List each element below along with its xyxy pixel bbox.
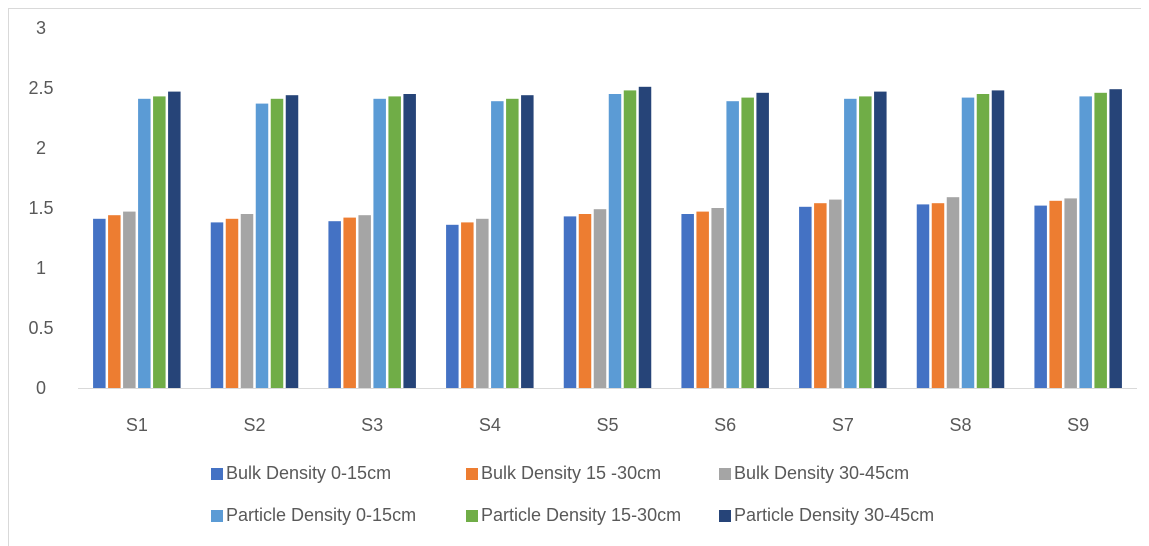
legend-swatch (466, 468, 478, 480)
legend-label: Particle Density 30-45cm (734, 505, 934, 525)
bar (388, 96, 401, 389)
bar (1079, 96, 1092, 389)
bar (108, 215, 121, 388)
bar (343, 217, 356, 388)
bar (991, 90, 1005, 389)
bar (1034, 205, 1047, 388)
y-tick-label: 2 (36, 138, 46, 158)
bar (799, 206, 812, 388)
x-tick-label: S7 (832, 415, 854, 435)
bar (153, 96, 166, 389)
bar (578, 214, 592, 388)
legend-label: Bulk Density 0-15cm (226, 463, 391, 483)
x-tick-label: S3 (361, 415, 383, 435)
bar (829, 199, 842, 388)
bar (681, 214, 694, 388)
bar (93, 218, 106, 388)
bar (491, 101, 504, 388)
y-tick-label: 0.5 (28, 318, 53, 338)
bar (814, 203, 827, 388)
legend-swatch (719, 468, 731, 480)
y-tick-label: 3 (36, 18, 46, 38)
bar (403, 94, 416, 388)
bar (225, 218, 239, 388)
y-tick-label: 0 (36, 378, 46, 398)
bar (138, 98, 151, 389)
chart-frame (8, 8, 1141, 546)
bar (521, 95, 534, 388)
bar (961, 97, 975, 388)
legend-label: Bulk Density 15 -30cm (481, 463, 661, 483)
bar (696, 211, 709, 388)
x-tick-label: S2 (243, 415, 265, 435)
x-tick-label: S6 (714, 415, 736, 435)
bar (358, 215, 371, 388)
bar (168, 91, 181, 388)
bar (123, 211, 136, 388)
bar (373, 98, 386, 389)
bar (741, 97, 754, 388)
bar (946, 197, 960, 388)
bar (210, 222, 224, 388)
bar (859, 96, 872, 389)
bar (726, 101, 739, 388)
y-tick-label: 1 (36, 258, 46, 278)
bar (874, 91, 887, 388)
x-tick-label: S8 (949, 415, 971, 435)
bar (1049, 200, 1062, 388)
bar (756, 92, 769, 389)
bar (563, 216, 577, 388)
x-tick-label: S1 (126, 415, 148, 435)
legend-label: Particle Density 15-30cm (481, 505, 681, 525)
legend-label: Bulk Density 30-45cm (734, 463, 909, 483)
bar (1094, 92, 1107, 389)
bar (931, 203, 945, 388)
x-tick-label: S5 (596, 415, 618, 435)
x-tick-label: S4 (479, 415, 501, 435)
bar (593, 209, 607, 388)
bar (270, 98, 284, 389)
bar (240, 214, 254, 388)
bar (506, 98, 519, 389)
y-tick-label: 1.5 (28, 198, 53, 218)
bar (638, 86, 652, 389)
bar (608, 94, 622, 388)
bar (976, 94, 990, 388)
legend-swatch (211, 510, 223, 522)
bar (255, 103, 269, 388)
x-tick-label: S9 (1067, 415, 1089, 435)
bar (285, 95, 299, 388)
y-tick-label: 2.5 (28, 78, 53, 98)
bar (476, 218, 489, 388)
bar (623, 90, 637, 389)
bar (916, 204, 930, 388)
legend-swatch (211, 468, 223, 480)
bar (1064, 198, 1077, 388)
bar (328, 221, 341, 388)
bar (844, 98, 857, 389)
bar (446, 224, 459, 388)
legend-label: Particle Density 0-15cm (226, 505, 416, 525)
legend-swatch (719, 510, 731, 522)
legend-swatch (466, 510, 478, 522)
bar (461, 222, 474, 388)
bar (1109, 89, 1122, 388)
bar (711, 208, 724, 388)
